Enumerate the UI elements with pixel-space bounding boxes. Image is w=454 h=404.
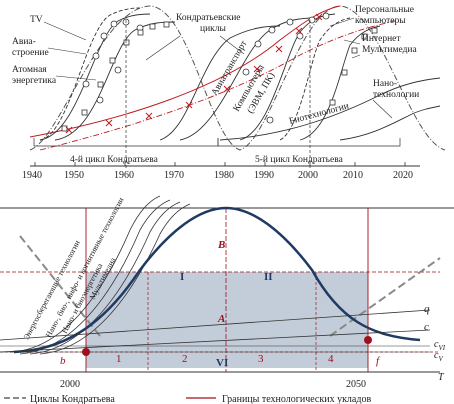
label-kondr: Кондратьевские	[176, 13, 241, 23]
label-atom2: энергетика	[12, 76, 57, 86]
s-curve-multimedia	[299, 25, 381, 141]
top-leaders	[43, 17, 393, 119]
legend-label-boundaries: Границы технологических укладов	[222, 394, 371, 404]
top-panel: 4-й цикл Кондратьева 5-й цикл Кондратьев…	[12, 5, 446, 181]
letter-f: f	[376, 355, 381, 367]
label-nano2: технологии	[373, 90, 419, 100]
letter-cv-base: c	[434, 350, 439, 361]
phase-2: 2	[182, 353, 188, 365]
label-avia: Авиа-	[12, 37, 36, 47]
kondratiev-gray-left	[19, 235, 101, 337]
top-year-1960: 1960	[114, 170, 134, 181]
s-curve-avia	[39, 13, 151, 141]
label-nano: Нано-	[373, 79, 397, 89]
top-trend-red-dash	[39, 19, 401, 151]
s-curve-internet	[279, 17, 351, 141]
label-atom: Атомная	[12, 65, 47, 75]
legend-label-kondratiev: Циклы Кондратьева	[30, 394, 115, 404]
letter-b: b	[60, 355, 66, 367]
label-kondr2: циклы	[200, 24, 227, 34]
legend: Циклы Кондратьева Границы технологически…	[4, 394, 371, 404]
label-multimedia: Мультимедиа	[362, 45, 418, 55]
phase-3: 3	[258, 353, 264, 365]
top-year-1980: 1980	[214, 170, 234, 181]
top-cycle-4-label: 4-й цикл Кондратьева	[70, 154, 159, 165]
bottom-panel: 2000 2050 T B A I II VI b f q c cVI cV 1…	[0, 195, 454, 390]
kondratiev-gray-right	[329, 257, 441, 337]
letter-cvi-base: c	[434, 339, 439, 350]
top-year-1990: 1990	[254, 170, 274, 181]
line-c	[0, 329, 431, 353]
letter-II: II	[264, 271, 273, 283]
s-curve-biotech	[219, 77, 441, 141]
top-x-ticks	[34, 162, 406, 166]
letter-q: q	[424, 303, 430, 315]
label-biotech: Биотехнологии	[288, 101, 350, 127]
top-markers-squares	[61, 21, 378, 132]
s-curve-aviatransport	[159, 25, 281, 141]
point-b	[82, 348, 90, 356]
letter-VI: VI	[216, 357, 228, 369]
label-tv: TV	[30, 15, 43, 25]
s-curve-tv	[39, 7, 141, 141]
letter-a-cap: A	[217, 313, 225, 325]
top-cycle-bracket-5	[217, 138, 401, 147]
letter-cv: cV	[434, 350, 443, 363]
letter-cv-sub: V	[438, 355, 443, 363]
s-curve-nano	[339, 105, 441, 141]
label-avia2: строение	[12, 48, 49, 58]
letter-I: I	[180, 271, 184, 283]
letter-b-cap: B	[217, 239, 225, 251]
letter-c: c	[424, 321, 429, 333]
bell-curve	[13, 206, 421, 354]
label-pc: Персональные	[355, 5, 414, 15]
phase-4: 4	[328, 353, 334, 365]
label-internet: Интернет	[362, 34, 401, 44]
top-markers-cross	[65, 13, 323, 134]
line-q	[0, 309, 431, 341]
point-f	[364, 336, 372, 344]
top-markers-circles	[82, 12, 330, 124]
top-year-1950: 1950	[64, 170, 84, 181]
s-curve-computers	[179, 17, 316, 141]
label-pc2: компьютеры	[355, 16, 406, 26]
letter-cvi: cVI	[434, 339, 446, 352]
top-year-1940: 1940	[22, 170, 42, 181]
bottom-axis-t: T	[438, 372, 445, 383]
bottom-year-2000: 2000	[60, 379, 80, 390]
top-year-2000: 2000	[298, 170, 318, 181]
top-year-1970: 1970	[164, 170, 184, 181]
top-year-2020: 2020	[393, 170, 413, 181]
bottom-year-2050: 2050	[346, 379, 366, 390]
s-curve-atom	[54, 21, 176, 141]
letter-cvi-sub: VI	[438, 344, 445, 352]
top-cycle-5-label: 5-й цикл Кондратьева	[255, 154, 344, 165]
phase-1: 1	[116, 353, 122, 365]
s-curve-pc	[239, 13, 336, 141]
top-year-2010: 2010	[343, 170, 363, 181]
